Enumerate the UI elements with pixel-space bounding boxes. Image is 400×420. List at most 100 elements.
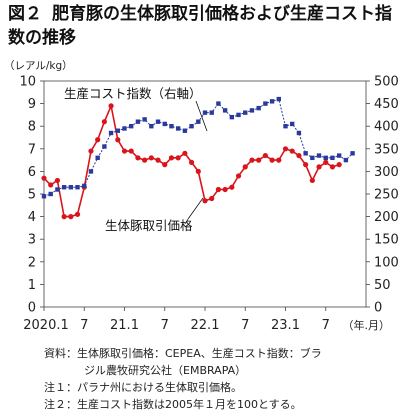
cost-index-point bbox=[263, 101, 268, 106]
price-point bbox=[256, 157, 262, 163]
cost-index-point bbox=[149, 124, 154, 129]
cost-index-point bbox=[155, 119, 161, 124]
cost-index-point bbox=[209, 110, 214, 115]
price-point bbox=[155, 157, 161, 163]
legend-price-leader bbox=[187, 197, 204, 220]
x-tick-label: 22.1 bbox=[191, 318, 220, 333]
cost-index-point bbox=[61, 185, 67, 190]
legend-cost-leader bbox=[195, 100, 208, 132]
cost-index-point bbox=[102, 144, 107, 149]
left-axis-unit: （レアル/kg） bbox=[4, 60, 73, 72]
axes-layer: 0123456789100501001502002503003504004505… bbox=[19, 75, 398, 334]
price-point bbox=[108, 103, 114, 109]
cost-index-point bbox=[296, 130, 302, 136]
price-point bbox=[142, 157, 148, 163]
cost-index-point bbox=[316, 153, 322, 158]
source-notes: 資料：生体豚取引価格：CEPEA、生産コスト指数：ブラ ジル農牧研究公社（EMB… bbox=[44, 345, 396, 413]
price-point bbox=[262, 152, 268, 159]
price-point bbox=[88, 148, 94, 154]
price-point bbox=[323, 159, 329, 165]
price-point bbox=[41, 175, 47, 181]
price-point bbox=[61, 214, 67, 220]
cost-index-point bbox=[175, 126, 181, 131]
price-point bbox=[316, 164, 322, 170]
right-tick-label: 350 bbox=[374, 142, 399, 157]
cost-index-point bbox=[350, 151, 355, 156]
cost-index-point bbox=[129, 124, 134, 129]
legend-cost-index: 生産コスト指数（右軸） bbox=[64, 86, 202, 101]
note-source-line-2: ジル農牧研究公社（EMBRAPA） bbox=[84, 364, 247, 377]
cost-index-point bbox=[269, 99, 275, 104]
right-tick-label: 100 bbox=[374, 255, 399, 270]
right-tick-label: 450 bbox=[374, 97, 399, 112]
right-tick-label: 300 bbox=[374, 165, 399, 180]
cost-index-point bbox=[48, 191, 53, 197]
cost-index-point bbox=[115, 128, 120, 133]
cost-index-point bbox=[41, 194, 47, 199]
cost-index-point bbox=[310, 155, 315, 161]
cost-index-point bbox=[330, 155, 335, 161]
price-point bbox=[202, 198, 208, 204]
cost-index-point bbox=[202, 110, 208, 115]
series-line-1 bbox=[43, 98, 353, 197]
cost-index-point bbox=[142, 117, 147, 122]
price-point bbox=[168, 155, 175, 161]
left-tick-label: 9 bbox=[28, 97, 36, 112]
cost-index-point bbox=[68, 185, 74, 190]
price-point bbox=[74, 211, 81, 217]
price-point bbox=[329, 164, 336, 170]
cost-index-point bbox=[303, 151, 308, 156]
price-point bbox=[95, 137, 101, 143]
x-tick-label: 2020.1 bbox=[23, 318, 69, 333]
x-tick-label: 21.1 bbox=[110, 318, 139, 333]
cost-index-point bbox=[95, 155, 100, 161]
plot-frame bbox=[43, 80, 367, 308]
x-tick-label: 7 bbox=[161, 318, 169, 333]
price-point bbox=[175, 155, 181, 161]
price-point bbox=[162, 162, 168, 168]
cost-index-point bbox=[229, 114, 235, 120]
cost-index-point bbox=[283, 124, 288, 129]
cost-index-point bbox=[88, 169, 94, 174]
left-tick-label: 10 bbox=[19, 75, 36, 90]
left-tick-label: 1 bbox=[28, 278, 36, 293]
cost-index-point bbox=[182, 128, 188, 133]
price-point bbox=[276, 157, 282, 163]
price-point bbox=[229, 184, 235, 190]
cost-index-point bbox=[216, 101, 221, 106]
left-tick-label: 7 bbox=[28, 142, 36, 157]
x-axis-unit: （年.月） bbox=[343, 318, 391, 332]
right-tick-label: 250 bbox=[374, 188, 399, 203]
price-point bbox=[54, 177, 61, 184]
price-point bbox=[282, 146, 289, 152]
left-tick-label: 0 bbox=[28, 301, 36, 316]
note-2: 注２：生産コスト指数は2005年１月を100とする。 bbox=[44, 398, 302, 411]
price-point bbox=[121, 148, 128, 154]
figure-title-text: 肥育豚の生体豚取引価格および生産コスト指数の推移 bbox=[8, 4, 392, 48]
cost-index-point bbox=[249, 108, 255, 113]
price-point bbox=[128, 148, 134, 154]
price-point bbox=[296, 152, 302, 159]
right-tick-label: 50 bbox=[374, 278, 391, 293]
right-tick-label: 0 bbox=[374, 301, 382, 316]
price-point bbox=[68, 214, 74, 220]
cost-index-point bbox=[82, 183, 87, 189]
cost-index-point bbox=[135, 119, 141, 124]
price-point bbox=[222, 186, 228, 193]
price-point bbox=[115, 137, 121, 143]
price-point bbox=[242, 164, 248, 170]
cost-index-point bbox=[336, 153, 342, 158]
left-tick-label: 2 bbox=[28, 255, 36, 270]
cost-index-point bbox=[323, 155, 328, 161]
cost-index-point bbox=[55, 187, 60, 192]
cost-index-point bbox=[162, 121, 167, 127]
price-point bbox=[249, 157, 255, 163]
price-point bbox=[336, 162, 342, 168]
price-point bbox=[269, 157, 275, 163]
cost-index-point bbox=[256, 105, 261, 111]
dual-axis-line-chart: 0123456789100501001502002503003504004505… bbox=[19, 75, 398, 334]
price-point bbox=[303, 162, 309, 168]
series-layer bbox=[41, 96, 355, 220]
right-tick-label: 500 bbox=[374, 75, 399, 90]
price-point bbox=[195, 168, 201, 174]
